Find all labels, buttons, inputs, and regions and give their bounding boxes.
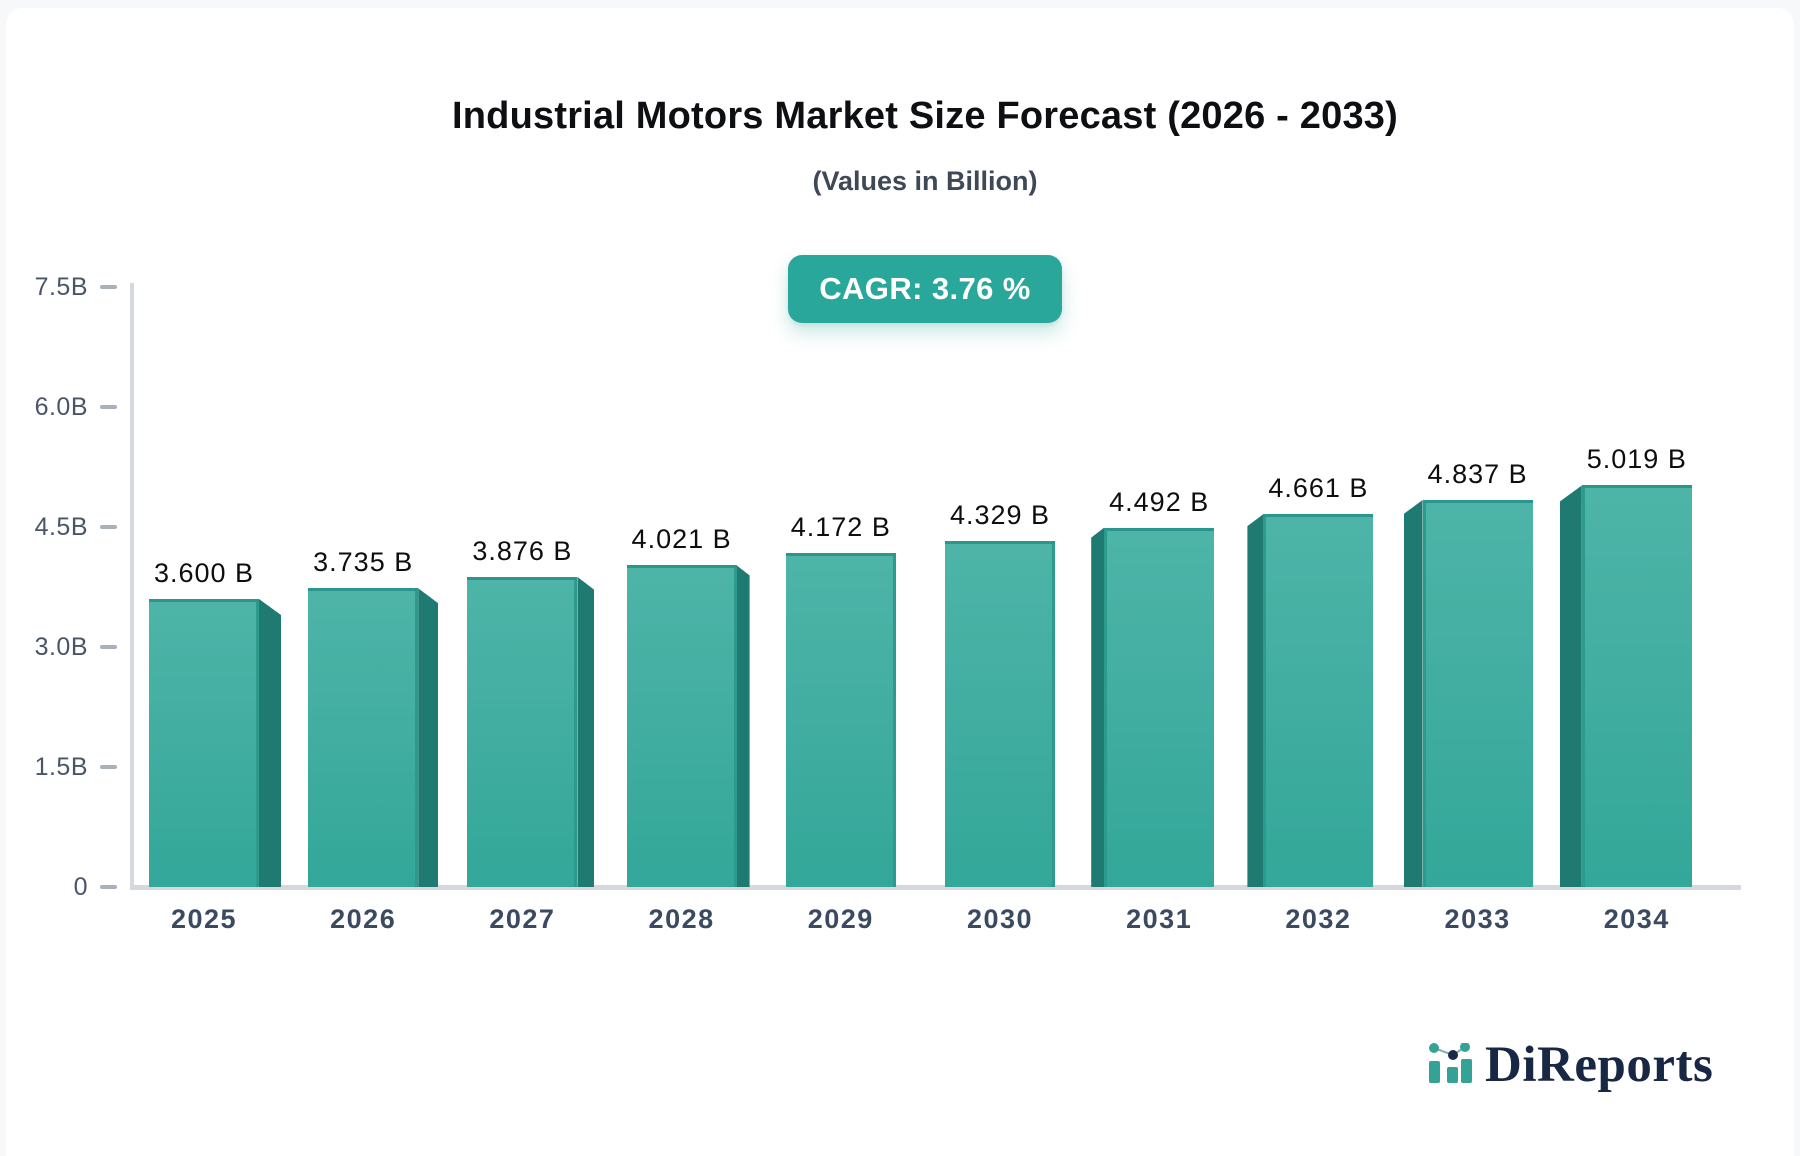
bar-side-panel bbox=[1403, 500, 1423, 887]
bar-value-label: 4.661 B bbox=[1268, 473, 1369, 504]
x-axis-label: 2031 bbox=[1126, 904, 1193, 934]
bar-value-label: 4.172 B bbox=[790, 512, 891, 543]
bar-side-panel bbox=[259, 599, 281, 887]
bar bbox=[626, 565, 737, 887]
x-axis-label: 2030 bbox=[966, 904, 1034, 934]
x-axis-label: 2032 bbox=[1285, 904, 1352, 934]
y-axis-label: 4.5B bbox=[34, 513, 88, 541]
y-axis-label: 3.0B bbox=[34, 633, 88, 661]
y-axis-label: 0 bbox=[73, 873, 88, 901]
bar bbox=[467, 576, 578, 887]
bar-value-label: 3.735 B bbox=[313, 547, 414, 578]
bar bbox=[785, 553, 896, 887]
y-axis-tick bbox=[100, 525, 117, 529]
bar-value-label: 4.837 B bbox=[1427, 459, 1528, 490]
y-axis-label: 7.5B bbox=[34, 273, 88, 301]
x-axis-label: 2028 bbox=[648, 904, 715, 934]
bar-side-panel bbox=[1247, 514, 1264, 887]
bar-line-chart-logo-icon bbox=[1429, 1043, 1472, 1083]
x-axis-label: 2026 bbox=[330, 904, 397, 934]
y-axis-tick bbox=[100, 885, 117, 889]
y-axis-line bbox=[130, 283, 134, 889]
y-axis-label: 6.0B bbox=[34, 393, 88, 421]
brand-name: DiReports bbox=[1485, 1037, 1714, 1093]
bar bbox=[308, 588, 419, 887]
x-axis-label: 2033 bbox=[1444, 904, 1511, 934]
chart-subtitle: (Values in Billion) bbox=[812, 165, 1038, 196]
x-axis-label: 2027 bbox=[489, 904, 556, 934]
y-axis-label: 1.5B bbox=[34, 753, 88, 781]
x-axis-label: 2025 bbox=[170, 904, 238, 934]
bar-value-label: 4.021 B bbox=[631, 524, 732, 555]
bar-side-panel bbox=[577, 576, 595, 887]
y-axis-tick bbox=[100, 765, 117, 769]
cagr-badge-label: CAGR: 3.76 % bbox=[819, 271, 1031, 306]
x-axis-baseline bbox=[130, 885, 1741, 890]
bar bbox=[1104, 527, 1215, 887]
bar bbox=[1581, 485, 1692, 887]
bar-value-label: 5.019 B bbox=[1586, 444, 1687, 475]
bar-side-panel bbox=[418, 588, 439, 887]
bar bbox=[945, 540, 1055, 887]
chart-title: Industrial Motors Market Size Forecast (… bbox=[452, 95, 1398, 137]
x-axis-label: 2034 bbox=[1603, 904, 1670, 934]
bar-value-label: 3.876 B bbox=[472, 535, 573, 566]
cagr-badge: CAGR: 3.76 % bbox=[788, 255, 1062, 323]
chart-header: Industrial Motors Market Size Forecast (… bbox=[0, 94, 1800, 197]
bar-value-label: 3.600 B bbox=[153, 558, 255, 588]
bar-value-label: 4.329 B bbox=[949, 499, 1051, 530]
bar-side-panel bbox=[736, 565, 750, 887]
bar-side-panel bbox=[1559, 485, 1582, 887]
brand-logo: DiReports bbox=[1428, 1032, 1713, 1098]
y-axis-tick bbox=[100, 405, 117, 409]
bar bbox=[1422, 500, 1533, 887]
bar-value-label: 4.492 B bbox=[1109, 486, 1210, 517]
bar bbox=[1263, 514, 1374, 887]
x-axis-label: 2029 bbox=[807, 904, 874, 934]
y-axis-tick bbox=[100, 285, 117, 289]
bar-side-panel bbox=[1091, 527, 1105, 887]
bar bbox=[149, 599, 259, 887]
y-axis-tick bbox=[100, 645, 117, 649]
